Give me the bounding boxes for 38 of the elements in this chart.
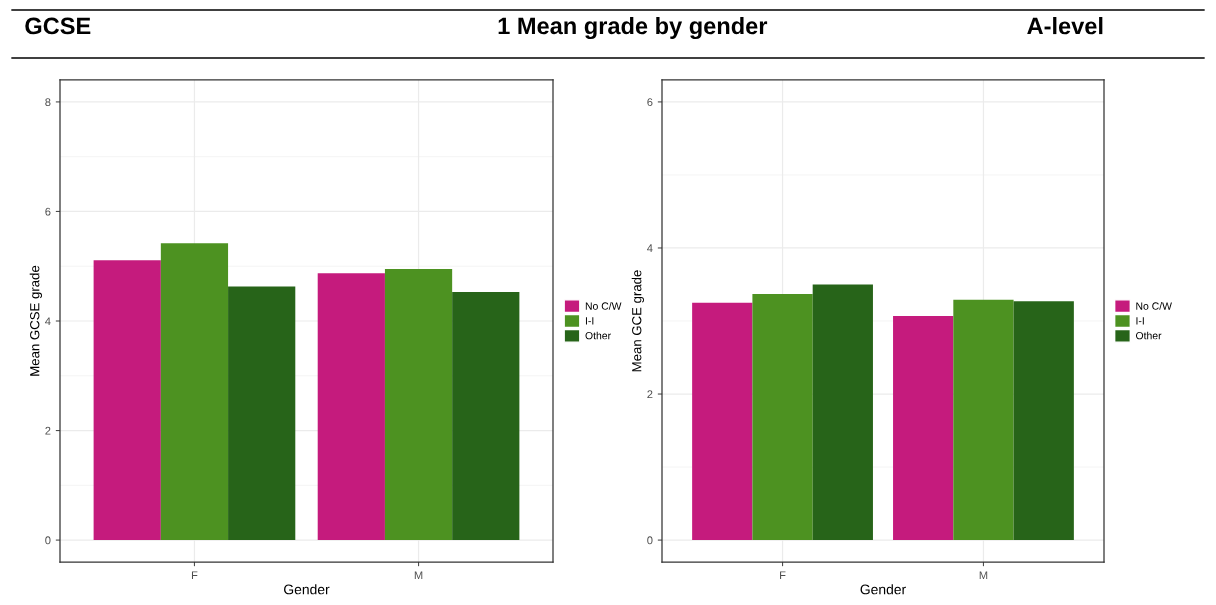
y-axis-title: Mean GCSE grade [29,265,43,376]
bar [228,286,296,541]
legend-label: No C/W [585,302,622,310]
y-tick-label: 0 [45,536,51,545]
x-axis-title: Gender [860,584,906,595]
x-axis-title: Gender [284,584,330,595]
chart-title: A-level [1027,17,1103,35]
y-tick-label: 0 [647,536,653,545]
x-tick-label: M [414,571,423,580]
bar [452,291,520,541]
bar [692,302,753,541]
bar [953,299,1014,541]
chart-title: GCSE [25,17,91,35]
bar [317,273,385,541]
text: 1 Mean grade by gender [498,16,768,40]
bar [893,315,954,541]
y-tick-label: 4 [45,317,51,326]
legend-label: No C/W [1136,302,1172,310]
bar [384,268,453,541]
legend-label: I-I [585,317,594,325]
legend-label: I-I [1136,317,1144,325]
x-tick-label: F [780,571,786,580]
y-tick-label: 4 [647,244,653,252]
bar [1013,301,1074,541]
y-tick-label: 2 [647,390,653,399]
y-tick-label: 6 [647,98,653,107]
y-axis-title: Mean GCE grade [631,270,645,372]
x-tick-label: F [191,571,198,580]
legend-label: Other [1136,331,1162,340]
y-tick-label: 8 [45,98,51,107]
legend-label: Other [585,331,611,340]
bar [160,243,229,541]
x-tick-label: M [979,571,988,580]
y-tick-label: 2 [45,426,51,435]
bar [93,260,161,541]
bar [752,293,813,541]
y-tick-label: 6 [45,207,51,216]
bar [812,284,873,541]
